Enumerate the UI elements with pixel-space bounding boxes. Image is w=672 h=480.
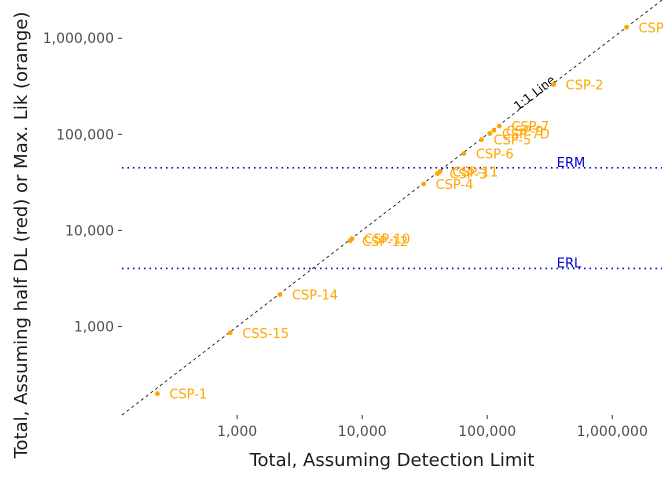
one-to-one-line [121, 0, 663, 416]
y-tick-label: 1,000,000 [43, 31, 114, 47]
data-label: CSP-9 [506, 124, 544, 139]
data-point [487, 131, 493, 136]
data-label: CSS-15 [242, 327, 289, 342]
data-point [437, 169, 443, 174]
reference-line-label-erl: ERL [557, 256, 582, 271]
data-point [349, 236, 355, 242]
data-label: CSP-7 [511, 120, 549, 135]
y-tick-label: 1,000 [74, 320, 114, 336]
one-to-one-line-label: 1:1 Line [511, 73, 558, 113]
data-point [551, 82, 557, 87]
data-label: CSP-14 [292, 289, 338, 304]
x-tick-label: 1,000,000 [577, 424, 648, 440]
data-point [624, 24, 629, 30]
data-point [277, 292, 283, 297]
data-label: CSP-7D [502, 128, 550, 143]
x-tick-label: 1,000 [217, 424, 257, 440]
data-label: CSP-5 [493, 134, 531, 149]
data-point [479, 137, 484, 143]
data-point [227, 330, 233, 336]
data-label: CSP-3 [449, 168, 487, 183]
x-tick-label: 100,000 [458, 424, 516, 440]
data-point [496, 123, 502, 129]
data-label: CSP-10 [364, 233, 410, 248]
data-label: CSP-4 [436, 178, 474, 193]
y-tick-label: 10,000 [65, 223, 114, 239]
x-axis-title: Total, Assuming Detection Limit [249, 450, 535, 471]
data-label: CSP-1 [169, 388, 207, 403]
data-label: CSP-12 [362, 235, 408, 250]
reference-line-label-erm: ERM [557, 156, 585, 171]
data-point [461, 151, 467, 157]
y-tick-label: 100,000 [56, 127, 114, 143]
y-axis-title: Total, Assuming half DL (red) or Max. Li… [11, 12, 32, 460]
data-point [491, 127, 497, 133]
data-label: CSP-6 [476, 148, 514, 163]
plot-area: 1,000 10,000 100,000 1,000,000 1,000 10,000 10… [43, 0, 664, 440]
data-label: CSP-2 [566, 79, 604, 94]
data-label: CSP [638, 21, 663, 36]
data-label: CSP-11 [452, 166, 498, 181]
data-point [154, 391, 160, 397]
x-tick-label: 10,000 [338, 424, 387, 440]
data-point [421, 181, 427, 187]
